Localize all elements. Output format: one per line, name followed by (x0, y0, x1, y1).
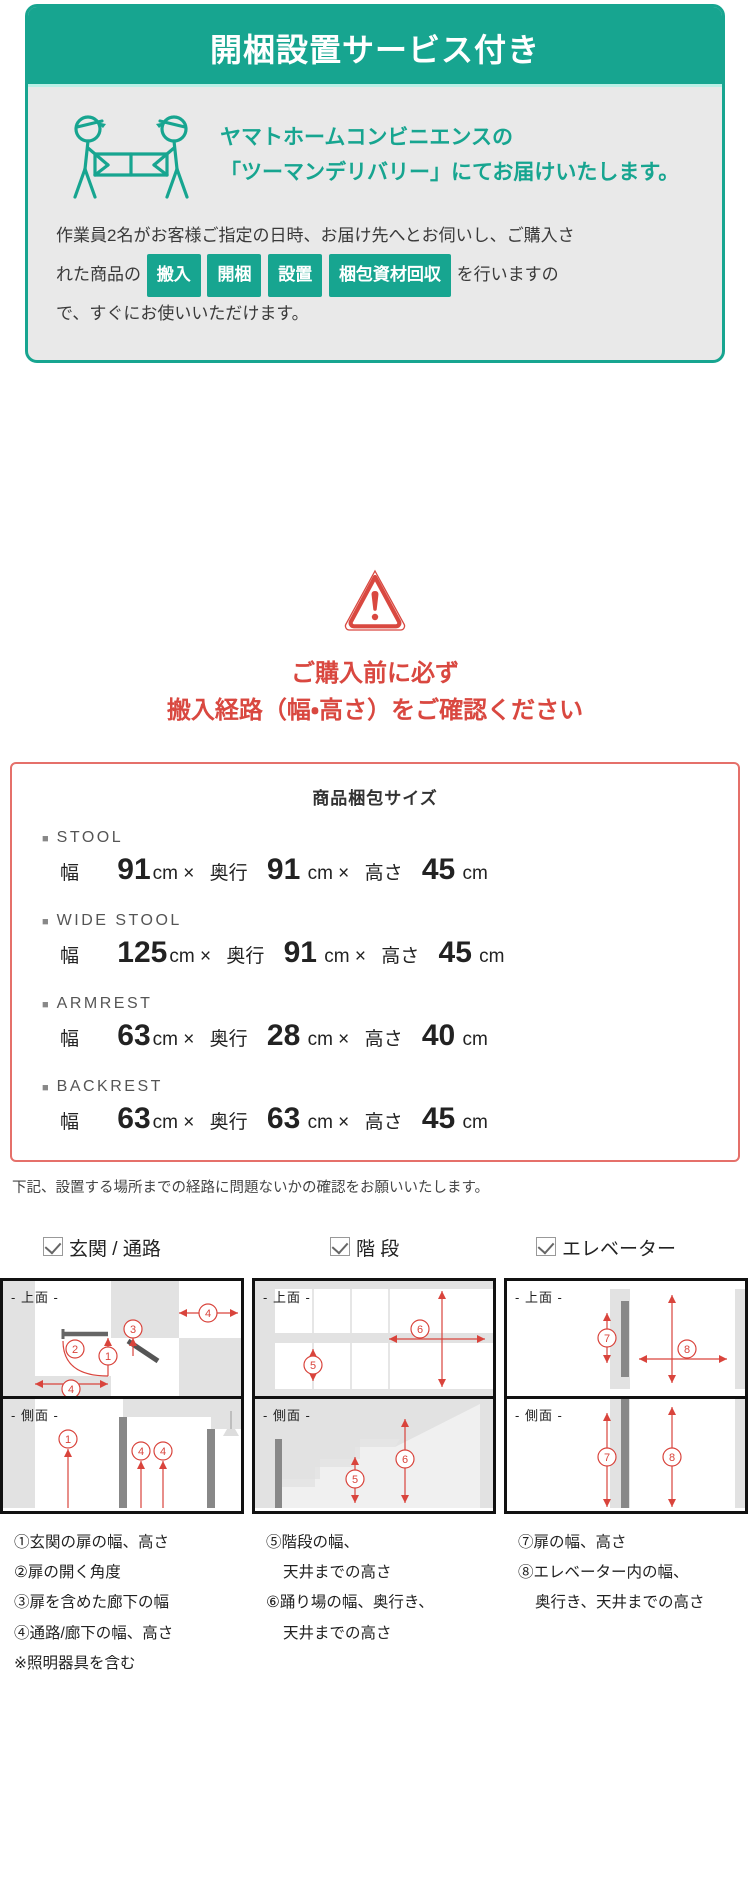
svg-text:8: 8 (669, 1452, 675, 1464)
svg-text:2: 2 (72, 1344, 78, 1356)
svg-text:8: 8 (684, 1344, 690, 1356)
svg-text:4: 4 (205, 1308, 211, 1320)
svg-text:3: 3 (130, 1324, 136, 1336)
svg-text:6: 6 (402, 1454, 408, 1466)
svg-text:7: 7 (604, 1333, 610, 1345)
svg-text:5: 5 (310, 1360, 316, 1372)
svg-text:1: 1 (105, 1351, 111, 1363)
svg-text:5: 5 (352, 1474, 358, 1486)
svg-text:7: 7 (604, 1452, 610, 1464)
svg-text:4: 4 (138, 1446, 144, 1458)
svg-text:1: 1 (65, 1434, 71, 1446)
svg-text:4: 4 (68, 1384, 74, 1396)
svg-text:6: 6 (417, 1324, 423, 1336)
svg-text:4: 4 (160, 1446, 166, 1458)
